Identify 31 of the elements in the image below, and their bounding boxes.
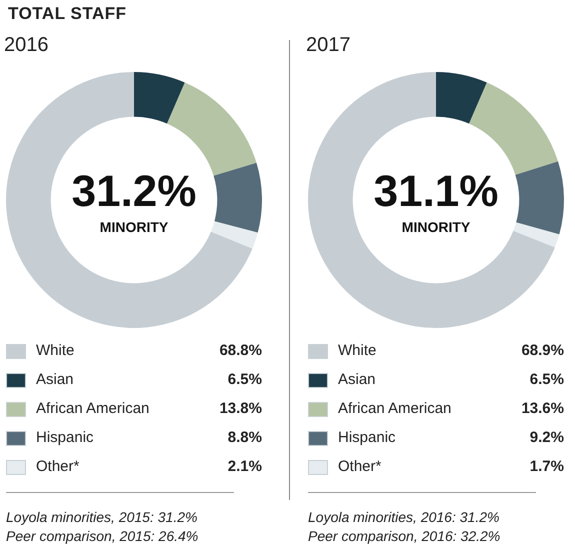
data-label: 6.5%: [226, 370, 262, 390]
legend-label: Asian: [338, 370, 377, 390]
chart-title: TOTAL STAFF: [8, 4, 127, 24]
legend-label: Asian: [36, 370, 75, 390]
legend-label: Other*: [338, 457, 382, 477]
data-label: 13.6%: [520, 399, 564, 419]
chart-subtitle: 2017: [306, 34, 350, 57]
text: 31.2%: [72, 167, 196, 216]
text: Loyola minorities, 2016: 31.2%: [308, 508, 500, 527]
legend-label: African American: [36, 399, 150, 419]
data-label: 68.9%: [520, 341, 564, 361]
data-label: 2.1%: [226, 457, 262, 477]
text: Peer comparison, 2015: 26.4%: [6, 527, 198, 546]
chart-subtitle: 2016: [4, 34, 48, 57]
data-label: 1.7%: [528, 457, 564, 477]
data-label: 13.8%: [218, 399, 262, 419]
legend-label: White: [36, 341, 76, 361]
legend-label: Other*: [36, 457, 80, 477]
legend-label: Hispanic: [36, 428, 95, 448]
data-label: 68.8%: [218, 341, 262, 361]
legend-label: White: [338, 341, 378, 361]
text: MINORITY: [100, 219, 169, 235]
text: MINORITY: [402, 219, 471, 235]
data-label: 9.2%: [528, 428, 564, 448]
data-label: 8.8%: [226, 428, 262, 448]
legend-label: African American: [338, 399, 452, 419]
data-label: 6.5%: [528, 370, 564, 390]
text: Loyola minorities, 2015: 31.2%: [6, 508, 198, 527]
legend-label: Hispanic: [338, 428, 397, 448]
text: 31.1%: [374, 167, 498, 216]
text: Peer comparison, 2016: 32.2%: [308, 527, 500, 546]
